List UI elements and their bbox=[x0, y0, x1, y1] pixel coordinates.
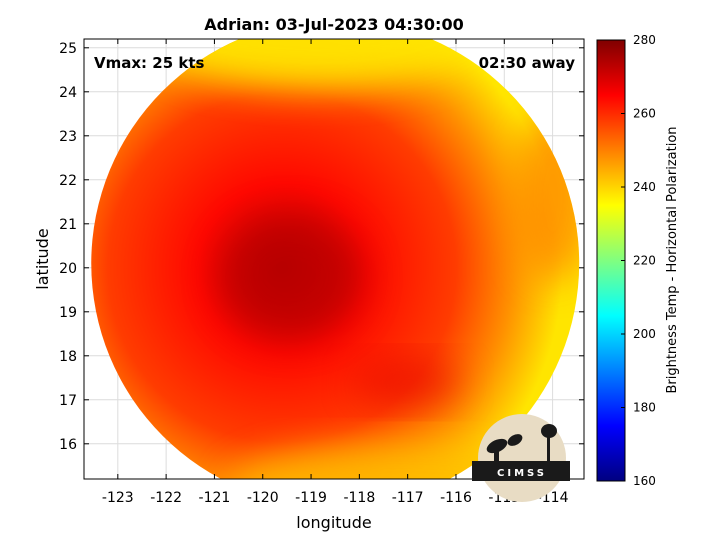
chart-title: Adrian: 03-Jul-2023 04:30:00 bbox=[204, 15, 463, 34]
x-tick-label: -122 bbox=[150, 490, 182, 506]
y-tick-label: 20 bbox=[59, 261, 77, 277]
y-axis-label: latitude bbox=[33, 228, 52, 289]
y-tick-label: 24 bbox=[59, 85, 77, 101]
colorbar bbox=[596, 39, 626, 482]
plot-area bbox=[84, 39, 584, 479]
cimss-logo: CIMSS bbox=[472, 414, 570, 502]
x-axis-ticks: -123-122-121-120-119-118-117-116-115-114 bbox=[102, 39, 569, 506]
x-tick-label: -116 bbox=[440, 490, 472, 506]
colorbar-tick-label: 220 bbox=[633, 254, 656, 268]
x-tick-label: -120 bbox=[247, 490, 279, 506]
x-tick-label: -118 bbox=[343, 490, 375, 506]
y-tick-label: 16 bbox=[59, 437, 77, 453]
x-tick-label: -117 bbox=[392, 490, 424, 506]
x-tick-label: -121 bbox=[199, 490, 231, 506]
y-tick-label: 17 bbox=[59, 393, 77, 409]
y-tick-label: 19 bbox=[59, 305, 77, 321]
colorbar-tick-label: 160 bbox=[633, 474, 656, 488]
swath-field bbox=[91, 39, 580, 479]
colorbar-tick-label: 200 bbox=[633, 327, 656, 341]
x-tick-label: -123 bbox=[102, 490, 134, 506]
logo-tower bbox=[547, 437, 550, 462]
time-away-annotation: 02:30 away bbox=[479, 54, 576, 72]
y-tick-label: 25 bbox=[59, 41, 77, 57]
y-axis-ticks: 16 17 18 19 20 21 22 23 24 25 bbox=[59, 41, 584, 453]
y-tick-label: 23 bbox=[59, 129, 77, 145]
logo-satellite-dish bbox=[486, 438, 508, 454]
colorbar-tick-label: 180 bbox=[633, 401, 656, 415]
swath-core bbox=[218, 213, 365, 341]
x-axis-label: longitude bbox=[296, 513, 371, 532]
logo-ground bbox=[472, 461, 570, 481]
swath-north-edge bbox=[132, 39, 499, 90]
colorbar-tick-label: 260 bbox=[633, 107, 656, 121]
logo-tower-tank bbox=[541, 424, 557, 438]
colorbar-tick-label: 280 bbox=[633, 33, 656, 47]
plot-frame bbox=[83, 38, 585, 480]
y-tick-label: 22 bbox=[59, 173, 77, 189]
logo-text: CIMSS bbox=[497, 468, 547, 479]
colorbar-label: Brightness Temp - Horizontal Polarizatio… bbox=[665, 126, 680, 393]
y-tick-label: 18 bbox=[59, 349, 77, 365]
colorbar-ticks: 160 180 200 220 240 260 280 bbox=[621, 33, 656, 488]
logo-dish-stand bbox=[494, 448, 499, 462]
vmax-annotation: Vmax: 25 kts bbox=[94, 54, 204, 72]
colorbar-tick-label: 240 bbox=[633, 180, 656, 194]
logo-satellite-dish-2 bbox=[507, 434, 523, 446]
swath-rainband bbox=[354, 357, 462, 407]
x-tick-label: -119 bbox=[295, 490, 327, 506]
y-tick-label: 21 bbox=[59, 217, 77, 233]
